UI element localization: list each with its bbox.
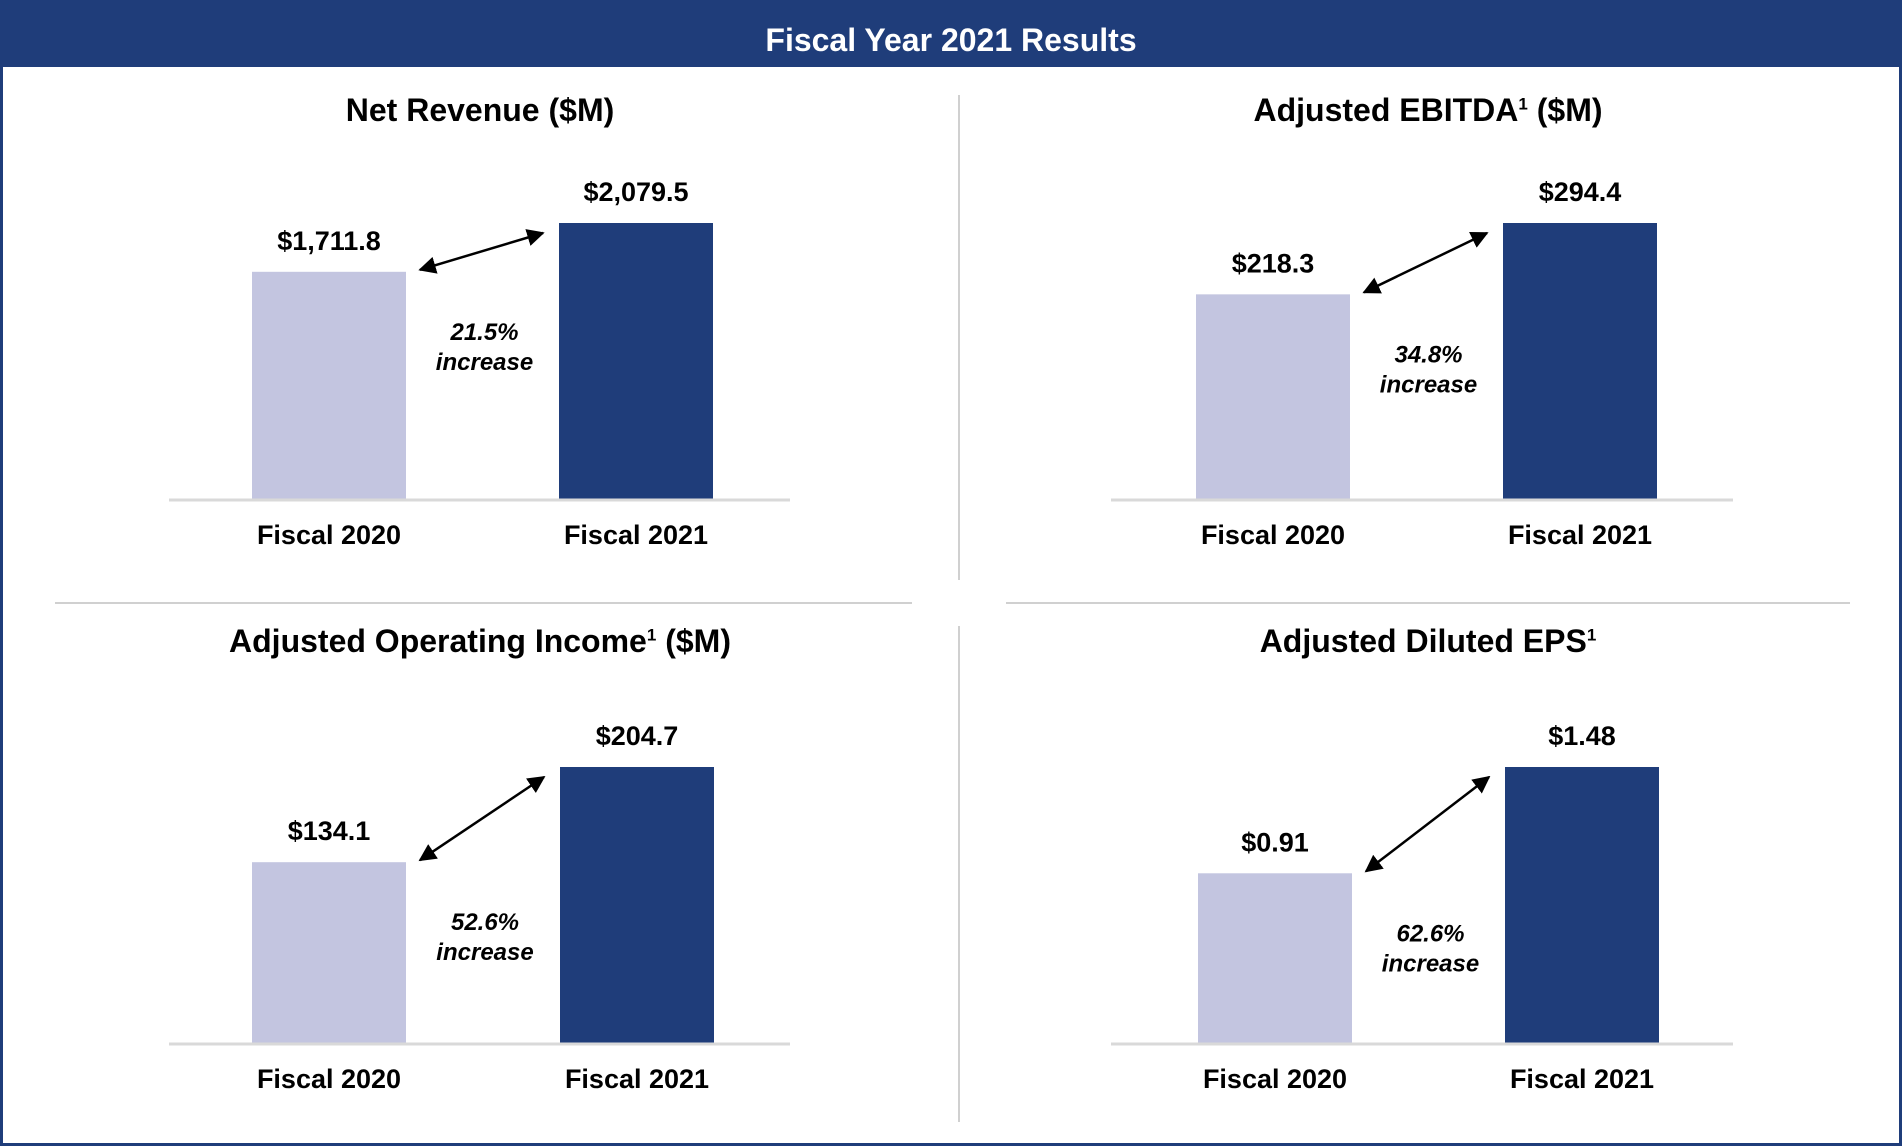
double-arrow: [418, 229, 545, 274]
chart-title: Adjusted Operating Income1 ($M): [229, 623, 731, 660]
data-label: $1,711.8: [277, 226, 381, 256]
bar-fiscal-2020: [252, 271, 406, 499]
chart-title-text: Adjusted Diluted EPS: [1259, 623, 1587, 659]
x-tick-label: Fiscal 2021: [564, 520, 708, 550]
chart-title-text: Adjusted EBITDA: [1253, 92, 1519, 128]
bar-fiscal-2021: [1505, 767, 1659, 1043]
change-word: increase: [1382, 950, 1479, 977]
footnote-marker: 1: [1518, 94, 1528, 114]
bar-fiscal-2020: [1196, 294, 1350, 499]
bar-fiscal-2021: [560, 767, 714, 1043]
x-tick-label: Fiscal 2021: [565, 1064, 709, 1094]
x-tick-label: Fiscal 2020: [257, 1064, 401, 1094]
horizontal-divider: [55, 602, 912, 604]
data-label: $1.48: [1548, 721, 1616, 751]
double-arrow: [1364, 775, 1491, 873]
footnote-marker: 1: [1586, 625, 1597, 645]
x-tick-label: Fiscal 2021: [1510, 1064, 1654, 1094]
bar-fiscal-2020: [1198, 873, 1352, 1043]
data-label: $134.1: [288, 816, 371, 846]
vertical-divider: [958, 95, 960, 580]
change-percent: 62.6%: [1396, 920, 1464, 947]
data-label: $294.4: [1539, 177, 1622, 207]
change-word: increase: [1380, 371, 1477, 398]
bar-fiscal-2020: [252, 862, 406, 1043]
chart-title-unit: ($M): [656, 623, 731, 659]
footnote-marker: 1: [646, 625, 657, 645]
header-title: Fiscal Year 2021 Results: [0, 0, 1902, 67]
chart-title-text: Net Revenue ($M): [345, 92, 615, 128]
change-word: increase: [436, 939, 533, 966]
x-tick-label: Fiscal 2020: [1201, 520, 1345, 550]
data-label: $2,079.5: [583, 177, 688, 207]
change-word: increase: [436, 349, 533, 376]
data-label: $0.91: [1241, 827, 1309, 857]
chart-title: Adjusted Diluted EPS1: [1260, 623, 1597, 660]
change-percent: 52.6%: [451, 909, 519, 936]
double-arrow: [418, 775, 546, 862]
x-tick-label: Fiscal 2020: [1203, 1064, 1347, 1094]
data-label: $204.7: [596, 721, 679, 751]
double-arrow: [1362, 231, 1489, 294]
x-tick-label: Fiscal 2021: [1508, 520, 1652, 550]
bar-fiscal-2021: [1503, 223, 1657, 499]
chart-title: Net Revenue ($M): [346, 92, 615, 129]
change-percent: 21.5%: [449, 319, 518, 346]
chart-title-text: Adjusted Operating Income: [229, 623, 647, 659]
data-label: $218.3: [1232, 248, 1315, 278]
bar-fiscal-2021: [559, 223, 713, 499]
change-percent: 34.8%: [1394, 341, 1462, 368]
chart-title: Adjusted EBITDA1 ($M): [1253, 92, 1602, 129]
vertical-divider: [958, 626, 960, 1122]
horizontal-divider: [1006, 602, 1850, 604]
x-tick-label: Fiscal 2020: [257, 520, 401, 550]
chart-title-unit: ($M): [1527, 92, 1603, 128]
